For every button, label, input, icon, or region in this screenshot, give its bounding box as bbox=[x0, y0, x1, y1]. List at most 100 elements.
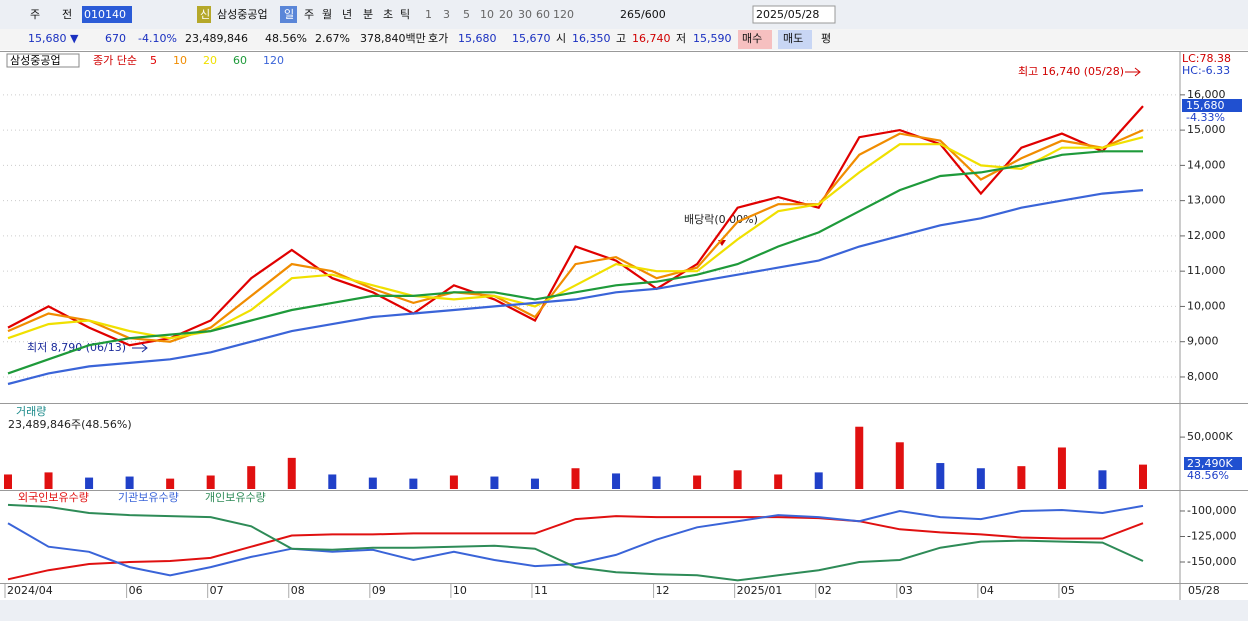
x-tick-label: 06 bbox=[129, 584, 143, 597]
quote-item: 15,680 bbox=[458, 32, 497, 45]
toolbar-item: 신 bbox=[200, 8, 210, 21]
volume-bar bbox=[895, 442, 904, 489]
legend-entry: 개인보유수량 bbox=[205, 491, 266, 504]
annotation: 최고 16,740 (05/28) bbox=[1018, 65, 1124, 78]
x-tick-label: 08 bbox=[291, 584, 305, 597]
code-box[interactable] bbox=[82, 6, 132, 23]
x-tick-label: 07 bbox=[210, 584, 224, 597]
toolbar-item: 주 bbox=[30, 8, 40, 21]
toolbar-item: 전 bbox=[62, 8, 72, 21]
volume-box bbox=[1184, 457, 1242, 470]
series-line bbox=[7, 150, 1143, 375]
legend-entry: 120 bbox=[263, 54, 284, 67]
panel-title: 삼성중공업 bbox=[10, 54, 61, 67]
legend-entry: 60 bbox=[233, 54, 247, 67]
legend-entry: 10 bbox=[173, 54, 187, 67]
series-line bbox=[7, 105, 1144, 347]
sell-button[interactable] bbox=[778, 30, 812, 49]
quote-item: 15,670 bbox=[512, 32, 551, 45]
volume-bar bbox=[976, 468, 985, 489]
cursor-date: 05/28 bbox=[1188, 584, 1220, 597]
volume-bar bbox=[247, 466, 256, 489]
period-active[interactable] bbox=[280, 6, 297, 23]
volume-bar bbox=[774, 474, 783, 489]
volume-bar bbox=[206, 475, 215, 489]
volume-bar bbox=[530, 478, 539, 489]
quote-item: -4.10% bbox=[138, 32, 177, 45]
volume-title: 거래량 bbox=[16, 405, 46, 418]
quote-item: 23,489,846 bbox=[185, 32, 248, 45]
x-tick-label: 12 bbox=[656, 584, 670, 597]
right-label: 23,490K bbox=[1187, 457, 1233, 470]
quote-item: 16,350 bbox=[572, 32, 611, 45]
toolbar-item: 30 bbox=[518, 8, 532, 21]
right-label: HC:-6.33 bbox=[1182, 64, 1230, 77]
divider bbox=[0, 51, 1248, 52]
right-label: -4.33% bbox=[1186, 111, 1225, 124]
volume-bar bbox=[855, 426, 864, 489]
toolbar-item: 년 bbox=[342, 8, 352, 21]
toolbar-item: 60 bbox=[536, 8, 550, 21]
y-tick-label: -100,000 bbox=[1187, 504, 1236, 517]
legend-prefix: 종가 단순 bbox=[93, 54, 137, 67]
volume-bar bbox=[1098, 470, 1107, 489]
quote-item: 평 bbox=[821, 32, 831, 45]
volume-bar bbox=[693, 475, 702, 489]
new-badge bbox=[197, 6, 211, 23]
x-tick-label: 02 bbox=[818, 584, 832, 597]
legend-entry: 기관보유수량 bbox=[118, 491, 179, 504]
toolbar-item: 3 bbox=[443, 8, 450, 21]
volume-subtitle: 23,489,846주(48.56%) bbox=[8, 418, 132, 431]
quote-item: 670 bbox=[105, 32, 126, 45]
y-tick-label: 12,000 bbox=[1187, 229, 1226, 242]
quote-item: 15,590 bbox=[693, 32, 732, 45]
bottom-bar bbox=[0, 600, 1248, 621]
legend-entry: 20 bbox=[203, 54, 217, 67]
x-tick-label: 09 bbox=[372, 584, 386, 597]
volume-bar bbox=[571, 468, 580, 489]
volume-bar bbox=[936, 463, 945, 489]
volume-bar bbox=[449, 475, 458, 489]
legend-entry: 5 bbox=[150, 54, 157, 67]
toolbar-item: 일 bbox=[284, 7, 294, 21]
volume-bar bbox=[4, 474, 12, 489]
x-tick-label: 11 bbox=[534, 584, 548, 597]
quote-item: 시 bbox=[556, 32, 566, 45]
volume-bar bbox=[166, 478, 175, 489]
right-label: 15,680 bbox=[1186, 99, 1225, 112]
right-label: 48.56% bbox=[1187, 469, 1229, 482]
quote-item: 2.67% bbox=[315, 32, 350, 45]
quote-item: 48.56% bbox=[265, 32, 307, 45]
y-tick-label: 10,000 bbox=[1187, 299, 1226, 312]
annotation: 최저 8,790 (06/13) bbox=[27, 341, 126, 354]
volume-bar bbox=[1139, 464, 1147, 489]
y-tick-label: 50,000K bbox=[1187, 430, 1233, 443]
volume-bar bbox=[409, 478, 418, 489]
x-tick-label: 04 bbox=[980, 584, 994, 597]
volume-bar bbox=[652, 476, 661, 489]
y-tick-label: 11,000 bbox=[1187, 264, 1226, 277]
volume-bar bbox=[125, 476, 134, 489]
toolbar-item: 분 bbox=[363, 8, 373, 21]
x-tick-label: 03 bbox=[899, 584, 913, 597]
toolbar-item: 265/600 bbox=[620, 8, 666, 21]
y-tick-label: 13,000 bbox=[1187, 194, 1226, 207]
date-box[interactable] bbox=[752, 5, 836, 24]
quote-item: 고 bbox=[616, 32, 626, 45]
toolbar-item: 20 bbox=[499, 8, 513, 21]
title-box bbox=[6, 53, 80, 68]
buy-button[interactable] bbox=[738, 30, 772, 49]
arrow bbox=[1125, 67, 1141, 77]
x-tick-label: 10 bbox=[453, 584, 467, 597]
right-label: LC:78.38 bbox=[1182, 52, 1231, 65]
series-line bbox=[7, 189, 1144, 386]
series-line bbox=[7, 515, 1144, 581]
volume-bar bbox=[1017, 466, 1026, 489]
toolbar-item: 초 bbox=[383, 8, 393, 21]
y-tick-label: 15,000 bbox=[1187, 123, 1226, 136]
y-tick-label: 14,000 bbox=[1187, 158, 1226, 171]
quote-item: 16,740 bbox=[632, 32, 671, 45]
legend-entry: 외국인보유수량 bbox=[18, 491, 89, 504]
series-line bbox=[7, 136, 1144, 340]
